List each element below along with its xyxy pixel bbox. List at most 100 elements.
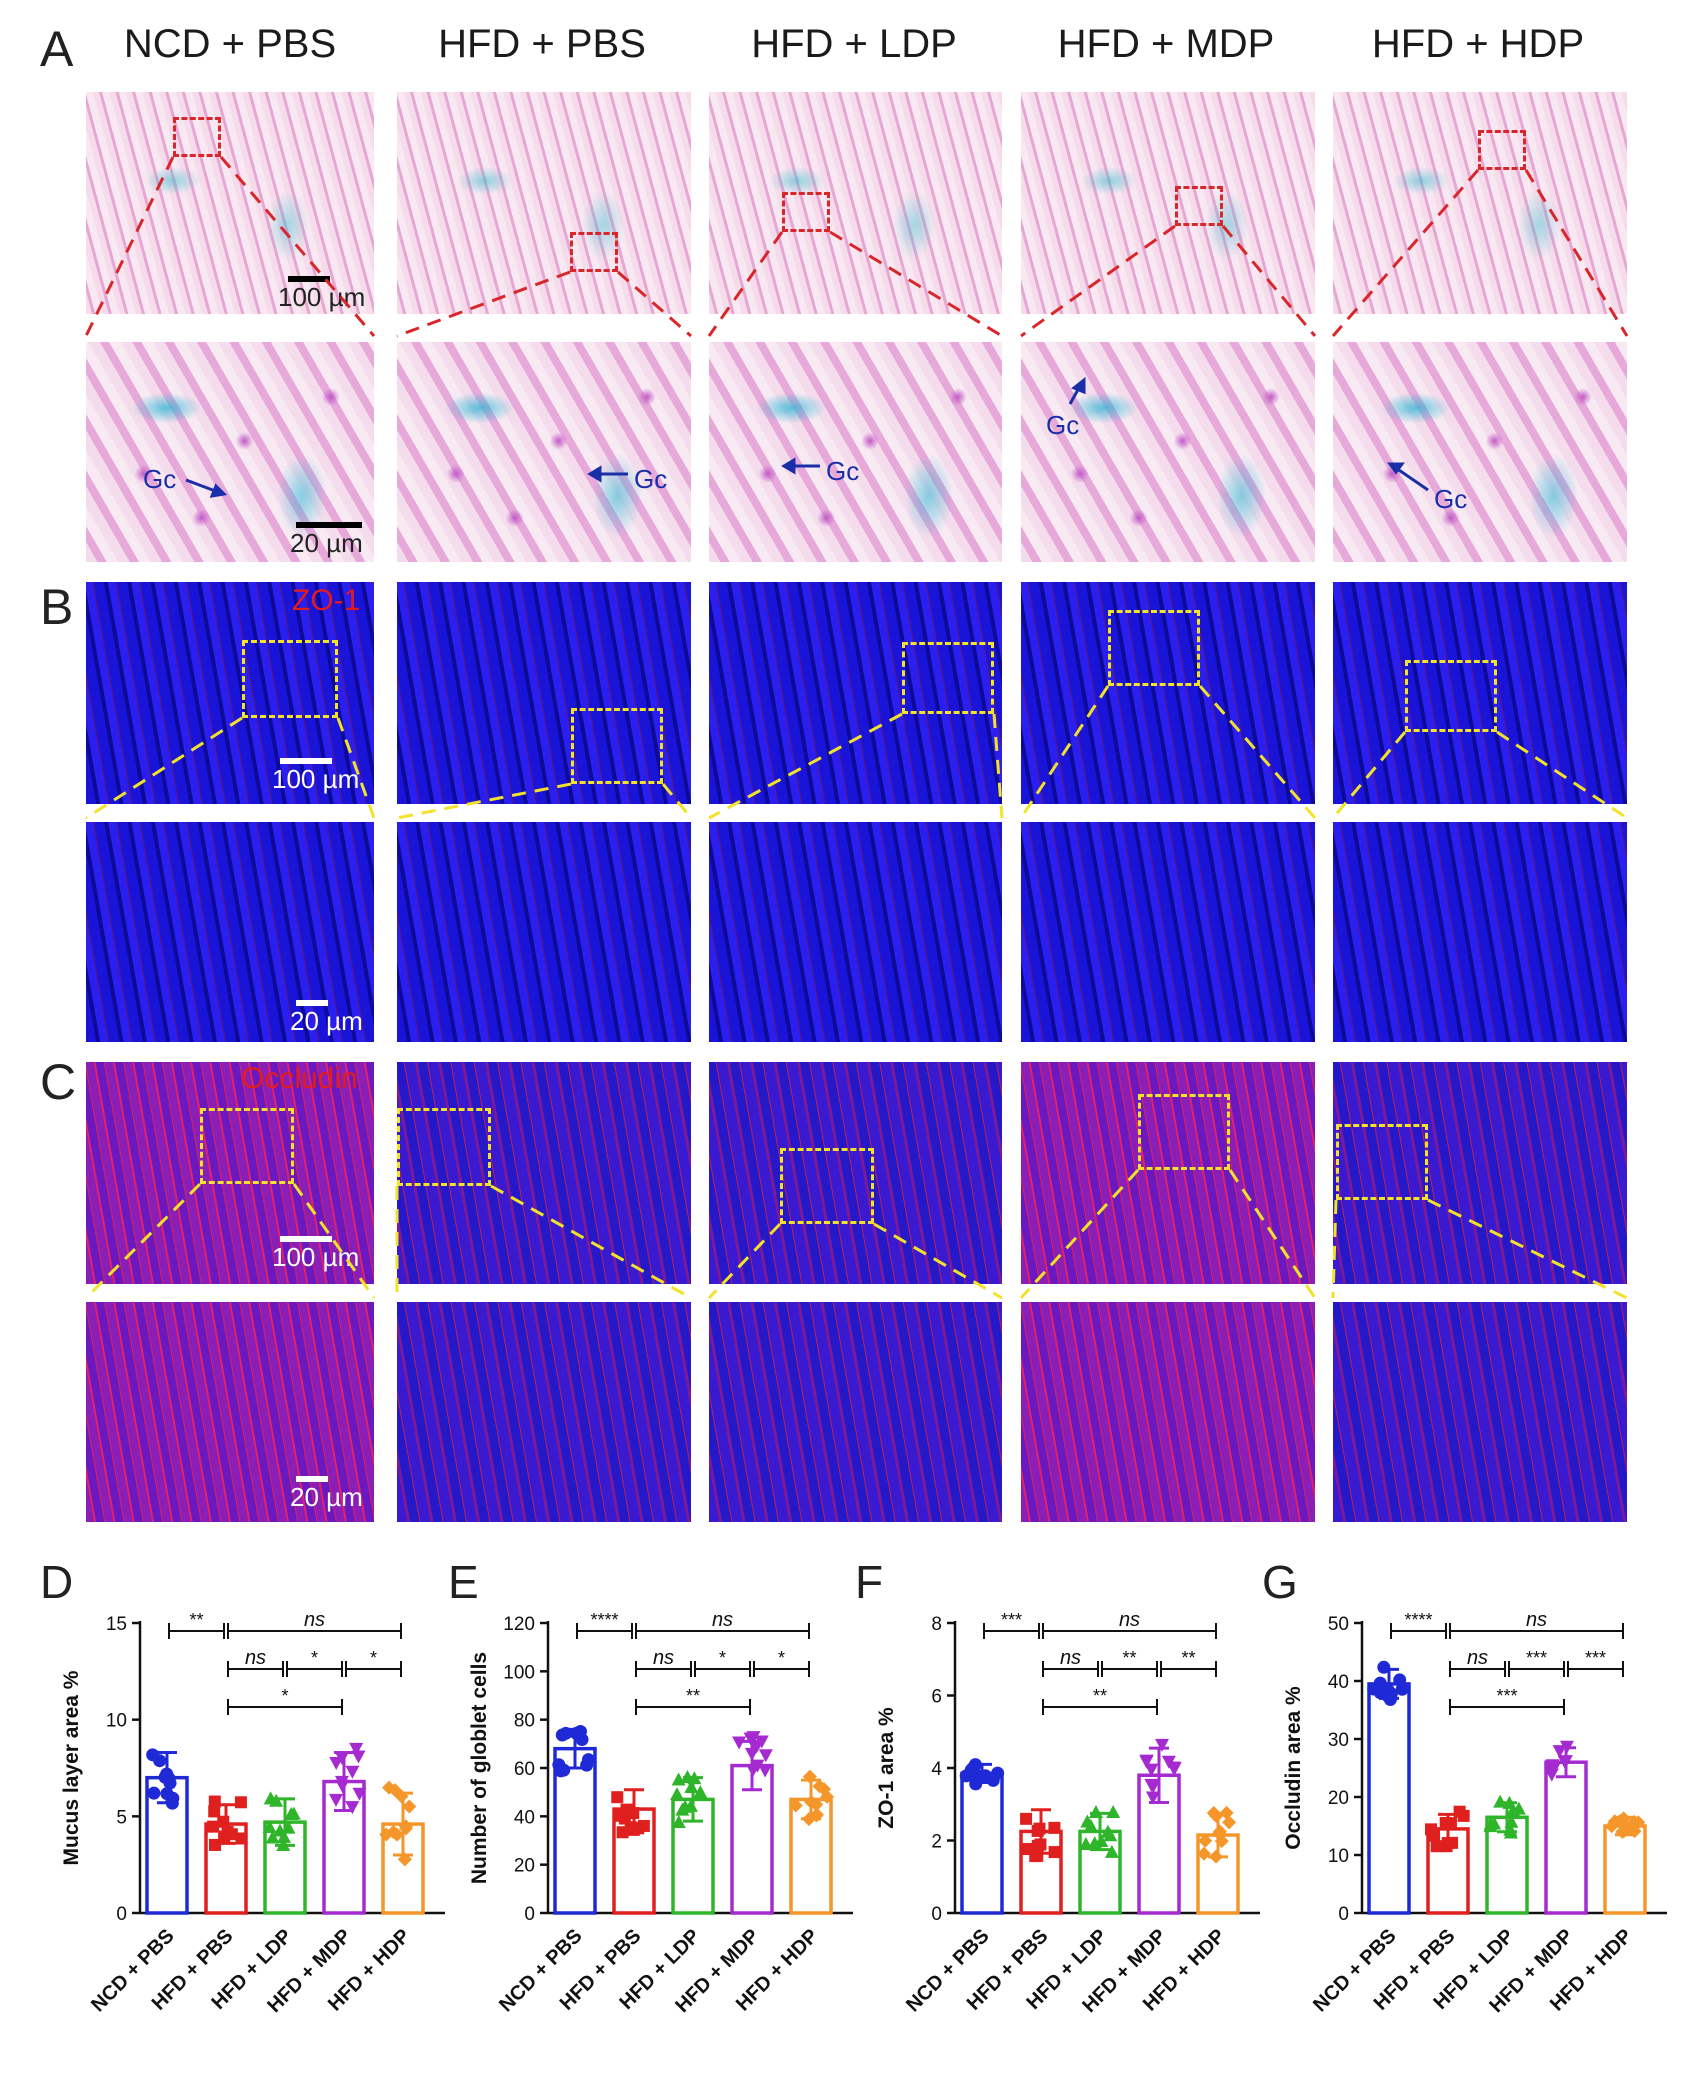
zo1-overview-hfd-pbs [397,582,691,804]
significance-label: ns [1060,1647,1081,1669]
zo1-overview-hfd-ldp [709,582,1002,804]
zo1-zoom-hfd-hdp [1333,822,1627,1042]
y-tick-label: 6 [931,1687,942,1708]
y-tick-label: 0 [1338,1904,1349,1925]
data-point [675,1802,690,1816]
data-point [402,1799,417,1814]
data-point [1020,1812,1033,1825]
data-point [328,1793,343,1807]
data-point [352,1787,367,1801]
significance-label: ** [1093,1686,1107,1706]
data-point [1146,1779,1161,1793]
data-point [1083,1818,1098,1832]
significance-label: ns [1119,1609,1140,1631]
significance-label: **** [1404,1610,1432,1630]
goblet-cell-label: Gc [1046,410,1080,440]
y-tick-label: 0 [524,1904,535,1925]
data-point [671,1772,686,1786]
data-point [153,1754,167,1768]
data-point [382,1780,397,1795]
data-point [1222,1815,1237,1830]
occludin-overview-hfd-pbs [397,1062,691,1284]
scale-bar-100um [288,276,330,282]
data-point [554,1764,568,1778]
y-tick-label: 8 [931,1614,942,1635]
data-point [207,1820,220,1833]
significance-label: ns [245,1647,266,1669]
y-tick-label: 10 [1328,1846,1349,1867]
gc-arrows [185,376,1429,498]
data-point [221,1825,234,1838]
y-tick-label: 20 [1328,1788,1349,1809]
zoom-region-box [173,117,221,157]
occludin-zoom-hfd-mdp [1021,1302,1315,1522]
data-point [732,1736,747,1750]
scale-bar-20um [296,1476,328,1482]
data-point [345,1765,360,1779]
data-point [758,1764,773,1778]
histology-overview-hfd-mdp [1021,92,1315,314]
significance-label: ** [189,1610,203,1630]
significance-label: *** [1001,1610,1022,1630]
data-point [684,1779,699,1793]
zo1-overview-hfd-hdp [1333,582,1627,804]
histology-overview-hfd-hdp [1333,92,1627,314]
data-point [1106,1804,1121,1818]
significance-label: ** [1122,1648,1136,1668]
occludin-zoom-hfd-hdp [1333,1302,1627,1522]
data-point [970,1768,984,1782]
y-axis-label: ZO-1 area % [875,1707,898,1829]
scale-label-100um: 100 µm [272,1242,360,1272]
occludin-overview-ncd-pbs [86,1062,374,1284]
bar [1603,1824,1647,1915]
goblet-cell-label: Gc [634,464,668,494]
zoom-region-box [1108,610,1200,686]
y-tick-label: 10 [106,1711,127,1732]
data-point [1439,1816,1452,1829]
data-point [671,1814,686,1828]
data-point [817,1782,832,1797]
data-point [345,1801,360,1815]
scale-bar-20um [296,522,362,528]
histology-overview-hfd-ldp [709,92,1002,314]
data-point [1139,1755,1154,1769]
zo1-zoom-hfd-mdp [1021,822,1315,1042]
data-point [147,1786,161,1800]
goblet-cell-label: Gc [143,464,177,494]
data-point [1145,1791,1160,1805]
scale-label-20um: 20 µm [290,1006,363,1036]
zo1-zoom-hfd-ldp [709,822,1002,1042]
zoom-region-box [397,1108,491,1186]
data-point [335,1779,350,1793]
y-tick-label: 30 [1328,1730,1349,1751]
bar [1367,1682,1411,1915]
y-tick-label: 80 [514,1711,535,1732]
goblet-cell-label: Gc [826,456,860,486]
y-tick-label: 0 [116,1904,127,1925]
data-point [986,1773,1000,1787]
histology-zoom-hfd-pbs [397,342,691,562]
y-tick-label: 120 [503,1614,535,1635]
scale-label-100um: 100 µm [278,282,366,312]
zoom-region-box [1478,130,1526,170]
data-point [1393,1673,1407,1687]
data-point [1487,1816,1502,1830]
occludin-overview-hfd-mdp [1021,1062,1315,1284]
zoom-region-box [570,232,618,272]
zoom-region-box [1405,660,1497,732]
significance-label: ns [712,1609,733,1631]
zoom-region-box [780,1148,874,1224]
scale-bar-100um [280,758,332,764]
goblet-cell-label: Gc [1434,484,1468,514]
data-point [580,1758,594,1772]
zoom-region-box [902,642,994,714]
data-point [1087,1836,1102,1850]
data-point [1545,1759,1560,1773]
stain-label-zo1: ZO-1 [292,584,361,617]
stain-label-occludin: Occludin [241,1062,358,1095]
significance-label: * [370,1648,377,1668]
